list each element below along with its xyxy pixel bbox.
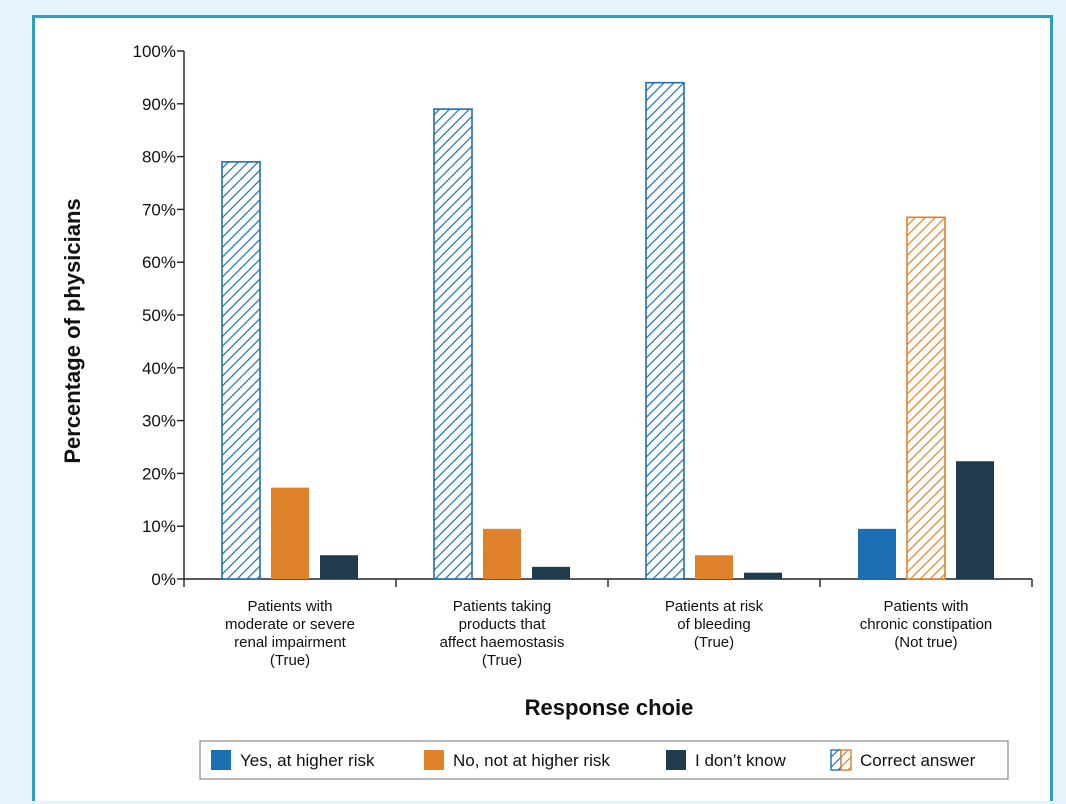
y-axis-title: Percentage of physicians <box>60 198 85 463</box>
legend-label: Correct answer <box>860 751 976 770</box>
bar <box>744 572 782 579</box>
chart-frame: 0% 10% 20% 30% 40% 50% 60% 70% 80% 90% 100% Patien… <box>32 15 1053 801</box>
x-axis <box>183 578 1033 587</box>
y-tick-label: 60% <box>142 253 176 272</box>
legend-box <box>199 740 1009 780</box>
bar <box>221 161 261 580</box>
legend-swatch <box>424 750 444 770</box>
category-label: Patients with chronic constipation (Not tr… <box>860 598 993 651</box>
x-axis-title: Response choie <box>525 695 694 720</box>
y-tick-label: 20% <box>142 464 176 483</box>
bar <box>956 461 994 579</box>
bar <box>271 487 309 579</box>
y-tick-label: 80% <box>142 148 176 167</box>
bar <box>645 81 685 580</box>
y-tick-label: 50% <box>142 306 176 325</box>
y-tick-label: 40% <box>142 359 176 378</box>
y-tick-label: 10% <box>142 517 176 536</box>
legend-swatch <box>211 750 231 770</box>
legend-swatch-hatched <box>840 749 852 771</box>
category-labels: Patients with moderate or severe renal imp… <box>225 598 992 669</box>
bar <box>858 528 896 579</box>
category-label: Patients at risk of bleeding (True) <box>665 598 764 651</box>
bars <box>221 81 994 580</box>
legend: Yes, at higher risk No, not at higher ris… <box>199 740 1009 780</box>
bar <box>695 555 733 579</box>
legend-label: I don’t know <box>695 751 786 770</box>
y-axis: 0% 10% 20% 30% 40% 50% 60% 70% 80% 90% 100% <box>133 42 185 589</box>
y-tick-label: 70% <box>142 200 176 219</box>
legend-label: No, not at higher risk <box>453 751 610 770</box>
bar <box>906 216 946 580</box>
legend-label: Yes, at higher risk <box>240 751 375 770</box>
y-tick-label: 0% <box>151 570 176 589</box>
legend-swatch-hatched <box>830 749 842 771</box>
category-label: Patients with moderate or severe renal imp… <box>225 598 355 669</box>
bar <box>483 528 521 579</box>
bar <box>433 108 473 580</box>
y-tick-label: 100% <box>133 42 176 61</box>
bar <box>320 555 358 579</box>
legend-swatch <box>666 750 686 770</box>
category-label: Patients taking products that affect haemo… <box>440 598 565 669</box>
chart: 0% 10% 20% 30% 40% 50% 60% 70% 80% 90% 100% Patien… <box>60 42 1033 780</box>
bar <box>532 566 570 579</box>
y-tick-label: 90% <box>142 95 176 114</box>
y-tick-label: 30% <box>142 412 176 431</box>
